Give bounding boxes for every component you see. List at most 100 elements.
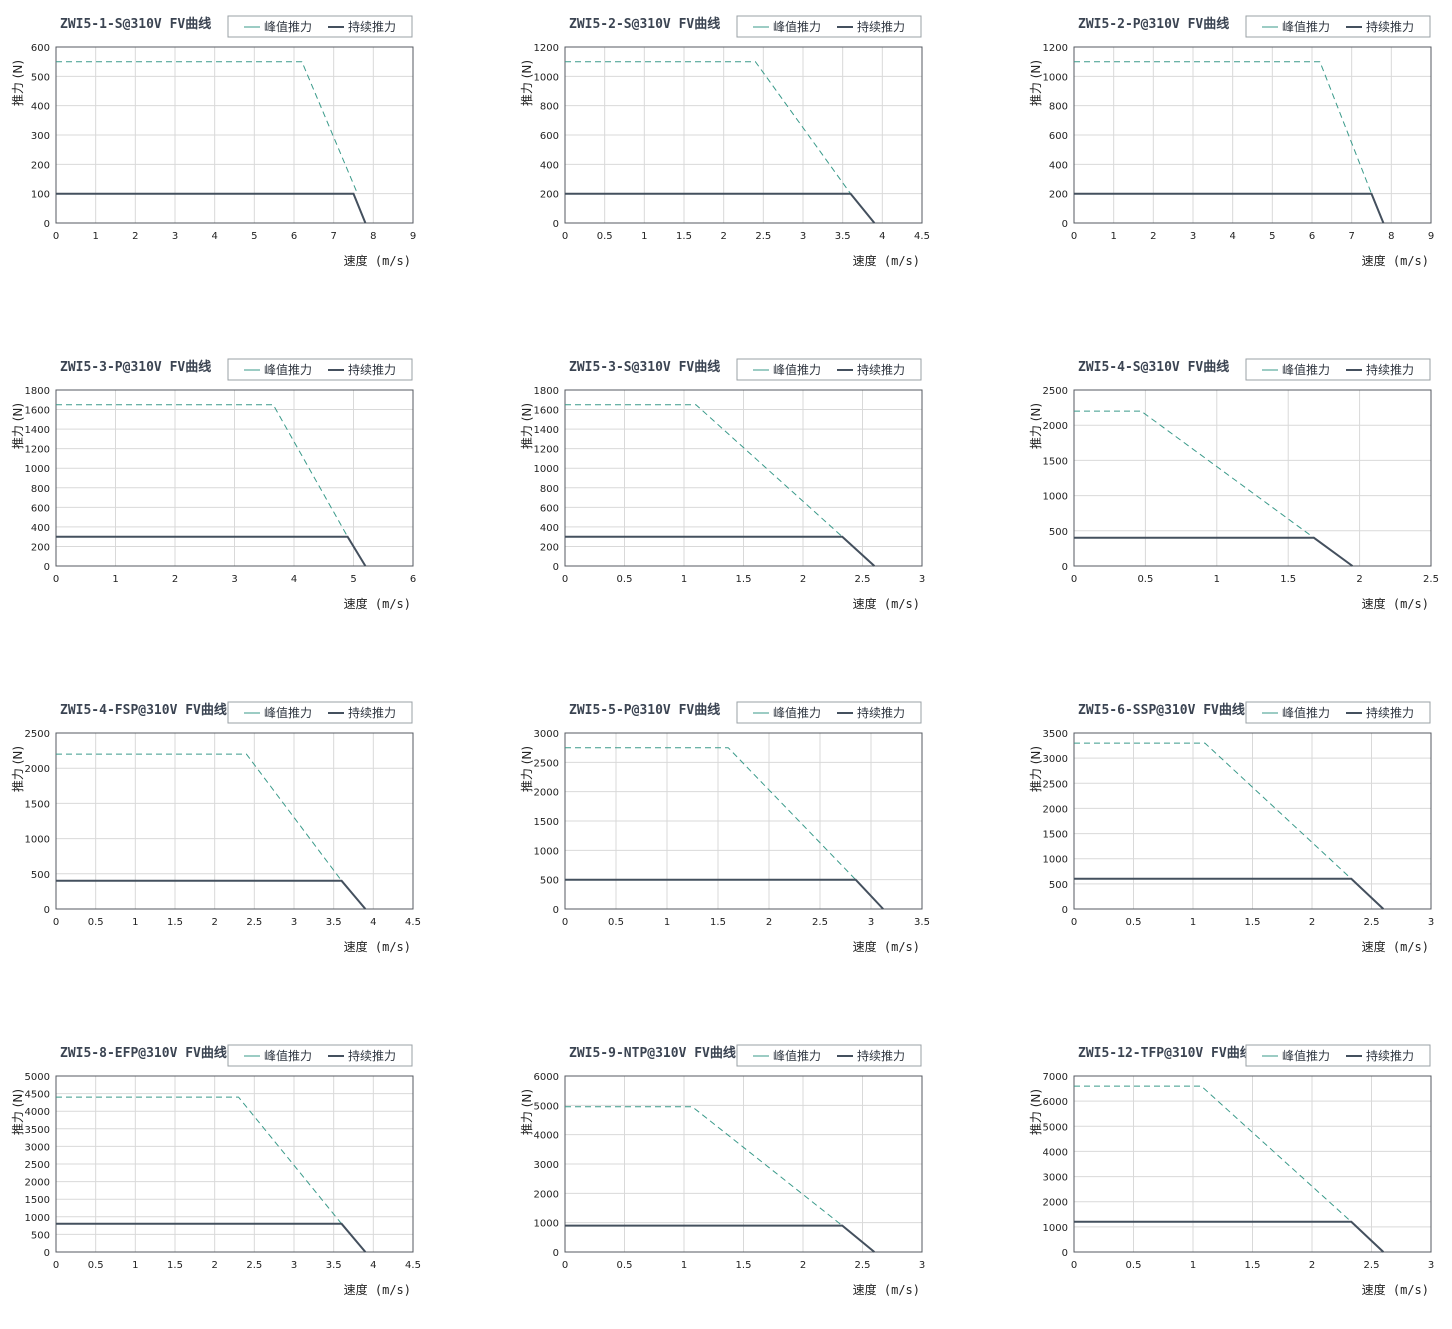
y-tick-label: 300 bbox=[31, 131, 50, 142]
x-tick-label: 0.5 bbox=[617, 574, 633, 585]
legend-box bbox=[1245, 15, 1431, 38]
y-tick-label: 500 bbox=[31, 1230, 50, 1241]
y-tick-label: 0 bbox=[44, 562, 50, 573]
y-tick-label: 0 bbox=[1062, 562, 1068, 573]
y-axis-label: 推力 (N) bbox=[520, 60, 534, 106]
legend-label-cont: 持续推力 bbox=[1366, 19, 1414, 34]
series-line-cont bbox=[565, 192, 876, 224]
plot-frame bbox=[564, 732, 923, 910]
y-axis-label: 推力 (N) bbox=[11, 403, 25, 449]
y-tick-label: 500 bbox=[31, 870, 50, 881]
legend-label-peak: 峰值推力 bbox=[773, 19, 821, 34]
y-tick-label: 500 bbox=[31, 72, 50, 83]
x-tick-label: 2.5 bbox=[855, 1260, 871, 1271]
x-tick-label: 0 bbox=[53, 231, 59, 242]
y-tick-label: 800 bbox=[540, 102, 559, 113]
y-tick-label: 1600 bbox=[25, 406, 50, 417]
x-tick-label: 1 bbox=[1190, 917, 1196, 928]
x-tick-label: 1.5 bbox=[167, 1260, 183, 1271]
x-tick-label: 2.5 bbox=[855, 574, 871, 585]
x-tick-label: 1 bbox=[641, 231, 647, 242]
plot-frame bbox=[564, 1075, 923, 1253]
plot-frame bbox=[55, 1075, 414, 1253]
x-tick-label: 4.5 bbox=[405, 917, 421, 928]
y-tick-label: 400 bbox=[31, 523, 50, 534]
x-tick-label: 0.5 bbox=[88, 1260, 104, 1271]
y-tick-label: 600 bbox=[1049, 131, 1068, 142]
y-tick-label: 200 bbox=[31, 542, 50, 553]
plot-frame bbox=[55, 732, 414, 910]
y-tick-label: 1000 bbox=[25, 835, 50, 846]
x-tick-label: 1 bbox=[1214, 574, 1220, 585]
legend-box bbox=[227, 15, 413, 38]
legend-label-peak: 峰值推力 bbox=[1282, 705, 1330, 720]
chart-panel: ZWI5-6-SSP@310V FV曲线 峰值推力 持续推力 0 0.5 1 1.5 2 2.5… bbox=[1018, 686, 1452, 986]
y-axis-label: 推力 (N) bbox=[520, 1089, 534, 1135]
y-axis-label: 推力 (N) bbox=[1029, 60, 1043, 106]
x-tick-label: 0 bbox=[562, 231, 568, 242]
series-line-peak bbox=[1074, 410, 1315, 539]
x-tick-label: 9 bbox=[1428, 231, 1434, 242]
x-tick-label: 0.5 bbox=[597, 231, 613, 242]
legend-label-peak: 峰值推力 bbox=[264, 705, 312, 720]
y-tick-label: 1000 bbox=[25, 1213, 50, 1224]
y-tick-label: 1200 bbox=[25, 445, 50, 456]
plot-frame bbox=[1073, 732, 1432, 910]
y-tick-label: 1000 bbox=[534, 1219, 559, 1230]
y-tick-label: 3000 bbox=[534, 729, 559, 740]
x-axis-label: 速度 (m/s) bbox=[1362, 596, 1429, 611]
chart-title: ZWI5-4-S@310V FV曲线 bbox=[1078, 359, 1229, 375]
x-tick-label: 3.5 bbox=[835, 231, 851, 242]
y-tick-label: 2500 bbox=[25, 729, 50, 740]
chart-title: ZWI5-2-S@310V FV曲线 bbox=[569, 16, 720, 32]
x-tick-label: 2.5 bbox=[1364, 917, 1380, 928]
y-tick-label: 1400 bbox=[25, 425, 50, 436]
y-tick-label: 0 bbox=[44, 1248, 50, 1259]
x-tick-label: 1.5 bbox=[736, 1260, 752, 1271]
y-tick-label: 200 bbox=[540, 190, 559, 201]
y-tick-label: 800 bbox=[540, 484, 559, 495]
y-tick-label: 4000 bbox=[1043, 1147, 1068, 1158]
y-axis-label: 推力 (N) bbox=[11, 60, 25, 106]
x-tick-label: 2 bbox=[132, 231, 138, 242]
y-tick-label: 2000 bbox=[1043, 804, 1068, 815]
chart-svg: ZWI5-6-SSP@310V FV曲线 峰值推力 持续推力 0 0.5 1 1.5 2 2.5… bbox=[1029, 701, 1434, 954]
legend-label-peak: 峰值推力 bbox=[264, 19, 312, 34]
x-tick-label: 2 bbox=[1309, 917, 1315, 928]
series-line-peak bbox=[565, 404, 843, 538]
x-tick-label: 0 bbox=[53, 1260, 59, 1271]
x-tick-label: 1 bbox=[1190, 1260, 1196, 1271]
series-line-peak bbox=[1074, 1085, 1352, 1223]
x-tick-label: 2.5 bbox=[1364, 1260, 1380, 1271]
y-tick-label: 3000 bbox=[25, 1142, 50, 1153]
y-tick-label: 600 bbox=[31, 503, 50, 514]
y-tick-label: 0 bbox=[553, 1248, 559, 1259]
y-tick-label: 200 bbox=[1049, 190, 1068, 201]
x-tick-label: 3 bbox=[1428, 1260, 1434, 1271]
legend-label-cont: 持续推力 bbox=[857, 19, 905, 34]
chart-svg: ZWI5-2-S@310V FV曲线 峰值推力 持续推力 0 0.5 1 1.5 2 2.5 3 3… bbox=[520, 15, 930, 268]
series-line-cont bbox=[56, 192, 367, 224]
x-tick-label: 4 bbox=[211, 231, 217, 242]
chart-title: ZWI5-6-SSP@310V FV曲线 bbox=[1078, 702, 1245, 718]
y-axis-label: 推力 (N) bbox=[11, 1089, 25, 1135]
x-tick-label: 1.5 bbox=[167, 917, 183, 928]
x-axis-label: 速度 (m/s) bbox=[853, 596, 920, 611]
x-tick-label: 2 bbox=[800, 1260, 806, 1271]
series-line-cont bbox=[56, 1222, 367, 1253]
series-line-peak bbox=[565, 747, 857, 881]
y-tick-label: 600 bbox=[540, 131, 559, 142]
chart-svg: ZWI5-3-P@310V FV曲线 峰值推力 持续推力 0 1 2 3 4 5 6 0 200 400… bbox=[11, 358, 416, 611]
x-tick-label: 3.5 bbox=[326, 1260, 342, 1271]
x-tick-label: 1.5 bbox=[736, 574, 752, 585]
chart-panel: ZWI5-4-FSP@310V FV曲线 峰值推力 持续推力 0 0.5 1 1.5 2 2.5… bbox=[0, 686, 470, 986]
y-tick-label: 4000 bbox=[534, 1131, 559, 1142]
x-axis-label: 速度 (m/s) bbox=[853, 1282, 920, 1297]
x-tick-label: 7 bbox=[330, 231, 336, 242]
y-tick-label: 5000 bbox=[25, 1072, 50, 1083]
legend-box bbox=[227, 701, 413, 724]
x-tick-label: 8 bbox=[370, 231, 376, 242]
x-tick-label: 2.5 bbox=[246, 917, 262, 928]
x-tick-label: 4 bbox=[1229, 231, 1235, 242]
x-tick-label: 8 bbox=[1388, 231, 1394, 242]
